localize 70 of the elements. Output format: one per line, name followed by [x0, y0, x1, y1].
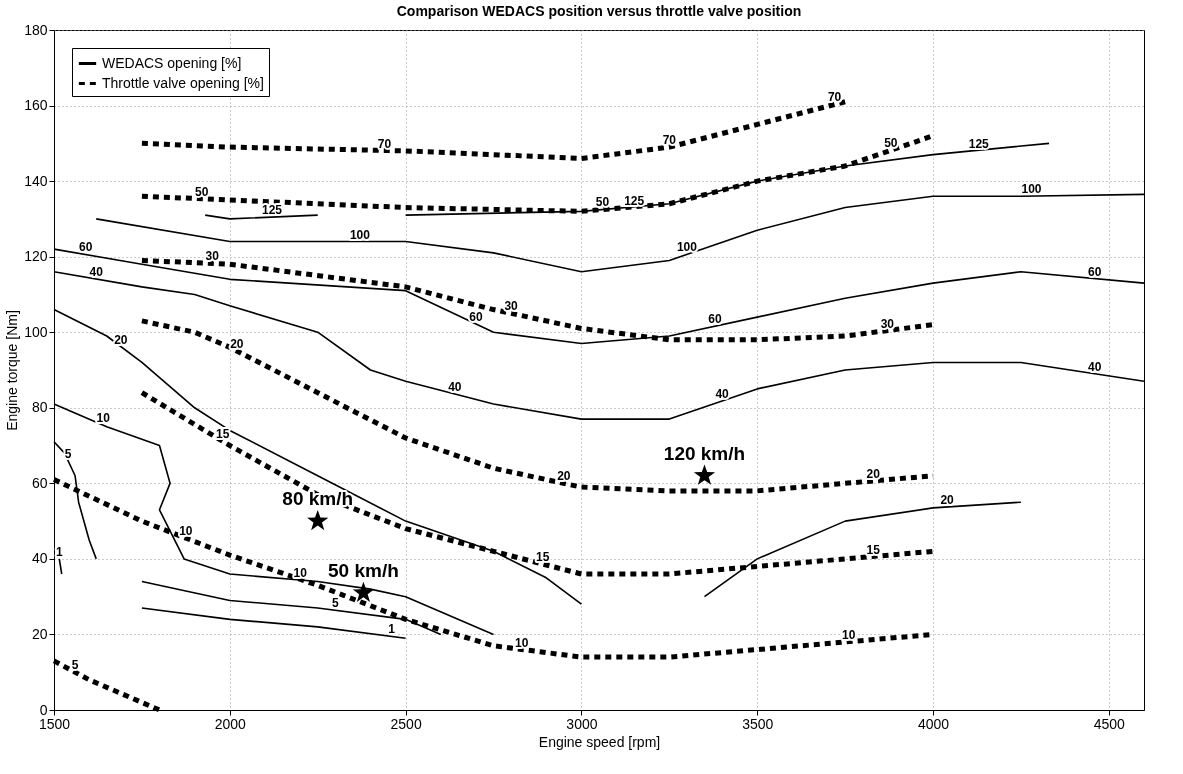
- annotation: 125: [261, 203, 283, 217]
- annotation: 100: [676, 240, 698, 255]
- y-tick-label: 180: [24, 21, 48, 38]
- annotation: 50: [884, 136, 898, 151]
- legend-label: Throttle valve opening [%]: [102, 74, 264, 91]
- x-axis-title: Engine speed [rpm]: [538, 733, 661, 750]
- annotation: 20: [557, 469, 571, 484]
- annotation: 10: [293, 566, 308, 581]
- annotation: 125: [968, 136, 990, 151]
- x-tick-label: 1500: [38, 715, 71, 732]
- annotation: 70: [377, 136, 392, 151]
- x-tick-label: 2500: [390, 715, 422, 732]
- annotation: 1: [388, 622, 396, 637]
- annotation: 20: [940, 493, 955, 508]
- annotation: 30: [880, 316, 895, 331]
- y-tick-label: 40: [31, 550, 48, 567]
- annotation: 50: [195, 184, 209, 199]
- annotation: 1: [55, 544, 63, 559]
- annotation: 20: [114, 332, 128, 347]
- y-axis-title: Engine torque [Nm]: [4, 310, 21, 431]
- annotation: 125: [624, 193, 645, 208]
- annotation: 70: [662, 133, 677, 148]
- x-tick-label: 4000: [917, 715, 950, 732]
- annotation: 20: [866, 467, 881, 482]
- annotation: 70: [827, 90, 842, 105]
- annotation: 60: [78, 240, 93, 255]
- annotation: 10: [514, 635, 529, 650]
- x-tick-label: 3000: [566, 715, 598, 732]
- annotation: 5: [71, 658, 79, 673]
- annotation: 10: [841, 627, 856, 642]
- annotation: 10: [96, 411, 111, 426]
- annotation: 20: [230, 337, 244, 352]
- y-tick-label: 80: [31, 399, 48, 416]
- x-tick-label: 4500: [1093, 715, 1126, 732]
- y-tick-label: 100: [24, 323, 48, 340]
- annotation: 5: [331, 596, 339, 611]
- annotation: 5: [64, 446, 72, 461]
- annotation: 40: [89, 264, 104, 279]
- y-tick-label: 160: [24, 97, 48, 114]
- point: [307, 509, 329, 531]
- annotation: 120 km/h: [663, 442, 746, 464]
- annotation: 40: [448, 380, 462, 395]
- annotation: 10: [179, 524, 193, 539]
- x-tick-label: 3500: [742, 715, 774, 732]
- annotation: 40: [715, 386, 730, 401]
- line-series: [141, 607, 407, 640]
- point: [693, 464, 716, 485]
- annotation: 60: [1088, 264, 1102, 279]
- annotation: 60: [469, 309, 483, 324]
- annotation: 15: [216, 427, 230, 442]
- annotation: 15: [866, 542, 881, 557]
- y-tick-label: 0: [39, 701, 48, 718]
- annotation: 40: [1088, 359, 1102, 374]
- annotation: 100: [1021, 182, 1042, 197]
- legend-label: WEDACS opening [%]: [102, 54, 242, 71]
- y-tick-label: 120: [24, 248, 48, 265]
- annotation: 15: [536, 550, 550, 565]
- annotation: 30: [205, 249, 220, 264]
- y-tick-label: 140: [24, 172, 48, 189]
- line-series: [141, 580, 442, 636]
- annotation: 50: [595, 195, 610, 210]
- point: [352, 581, 375, 602]
- annotation: 30: [504, 299, 519, 314]
- annotation: 60: [708, 312, 723, 327]
- y-tick-label: 20: [31, 625, 48, 642]
- annotation: 50 km/h: [328, 559, 399, 581]
- annotation: 100: [349, 227, 371, 242]
- x-tick-label: 2000: [214, 715, 247, 732]
- y-tick-label: 60: [31, 474, 48, 491]
- chart-title: Comparison WEDACS position versus throttle valve position: [396, 3, 802, 19]
